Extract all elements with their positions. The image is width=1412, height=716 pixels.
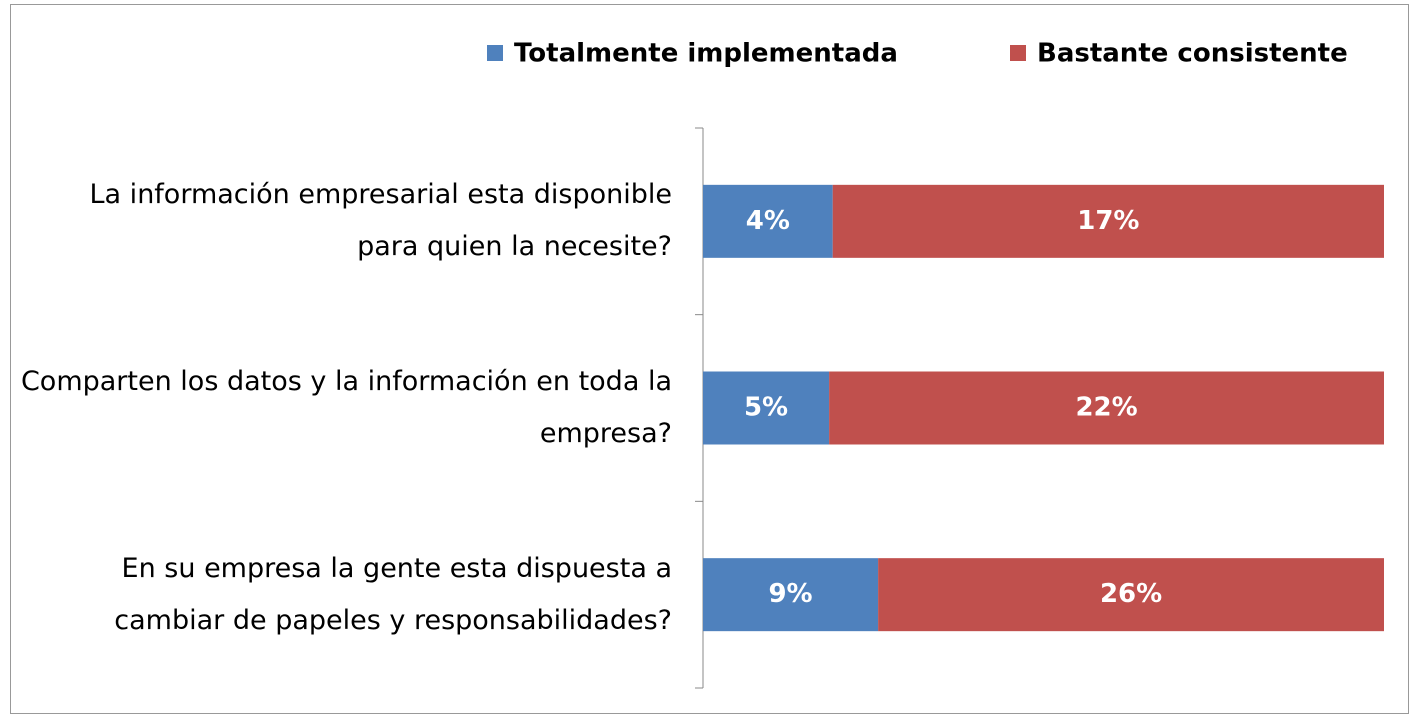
data-label: 17% [1077, 206, 1139, 236]
legend-label: Bastante consistente [1037, 39, 1348, 69]
bar-segment [829, 371, 1384, 445]
legend-swatch [487, 45, 503, 61]
data-label: 5% [744, 393, 788, 423]
legend-label: Totalmente implementada [514, 39, 898, 69]
bar-segment [878, 558, 1384, 632]
bar-segment [703, 558, 879, 632]
category-label: Comparten los datos y la información en … [20, 366, 672, 449]
bar-segment [703, 371, 830, 445]
category-label: La información empresarial esta disponib… [89, 179, 672, 263]
bar-segment [832, 184, 1384, 258]
data-label: 4% [746, 206, 790, 236]
data-label: 9% [768, 579, 812, 609]
category-label: En su empresa la gente esta dispuesta a … [114, 552, 672, 636]
bar-segment [703, 184, 833, 258]
legend-swatch [1010, 45, 1026, 61]
data-label: 22% [1075, 393, 1137, 423]
data-label: 26% [1100, 579, 1162, 609]
